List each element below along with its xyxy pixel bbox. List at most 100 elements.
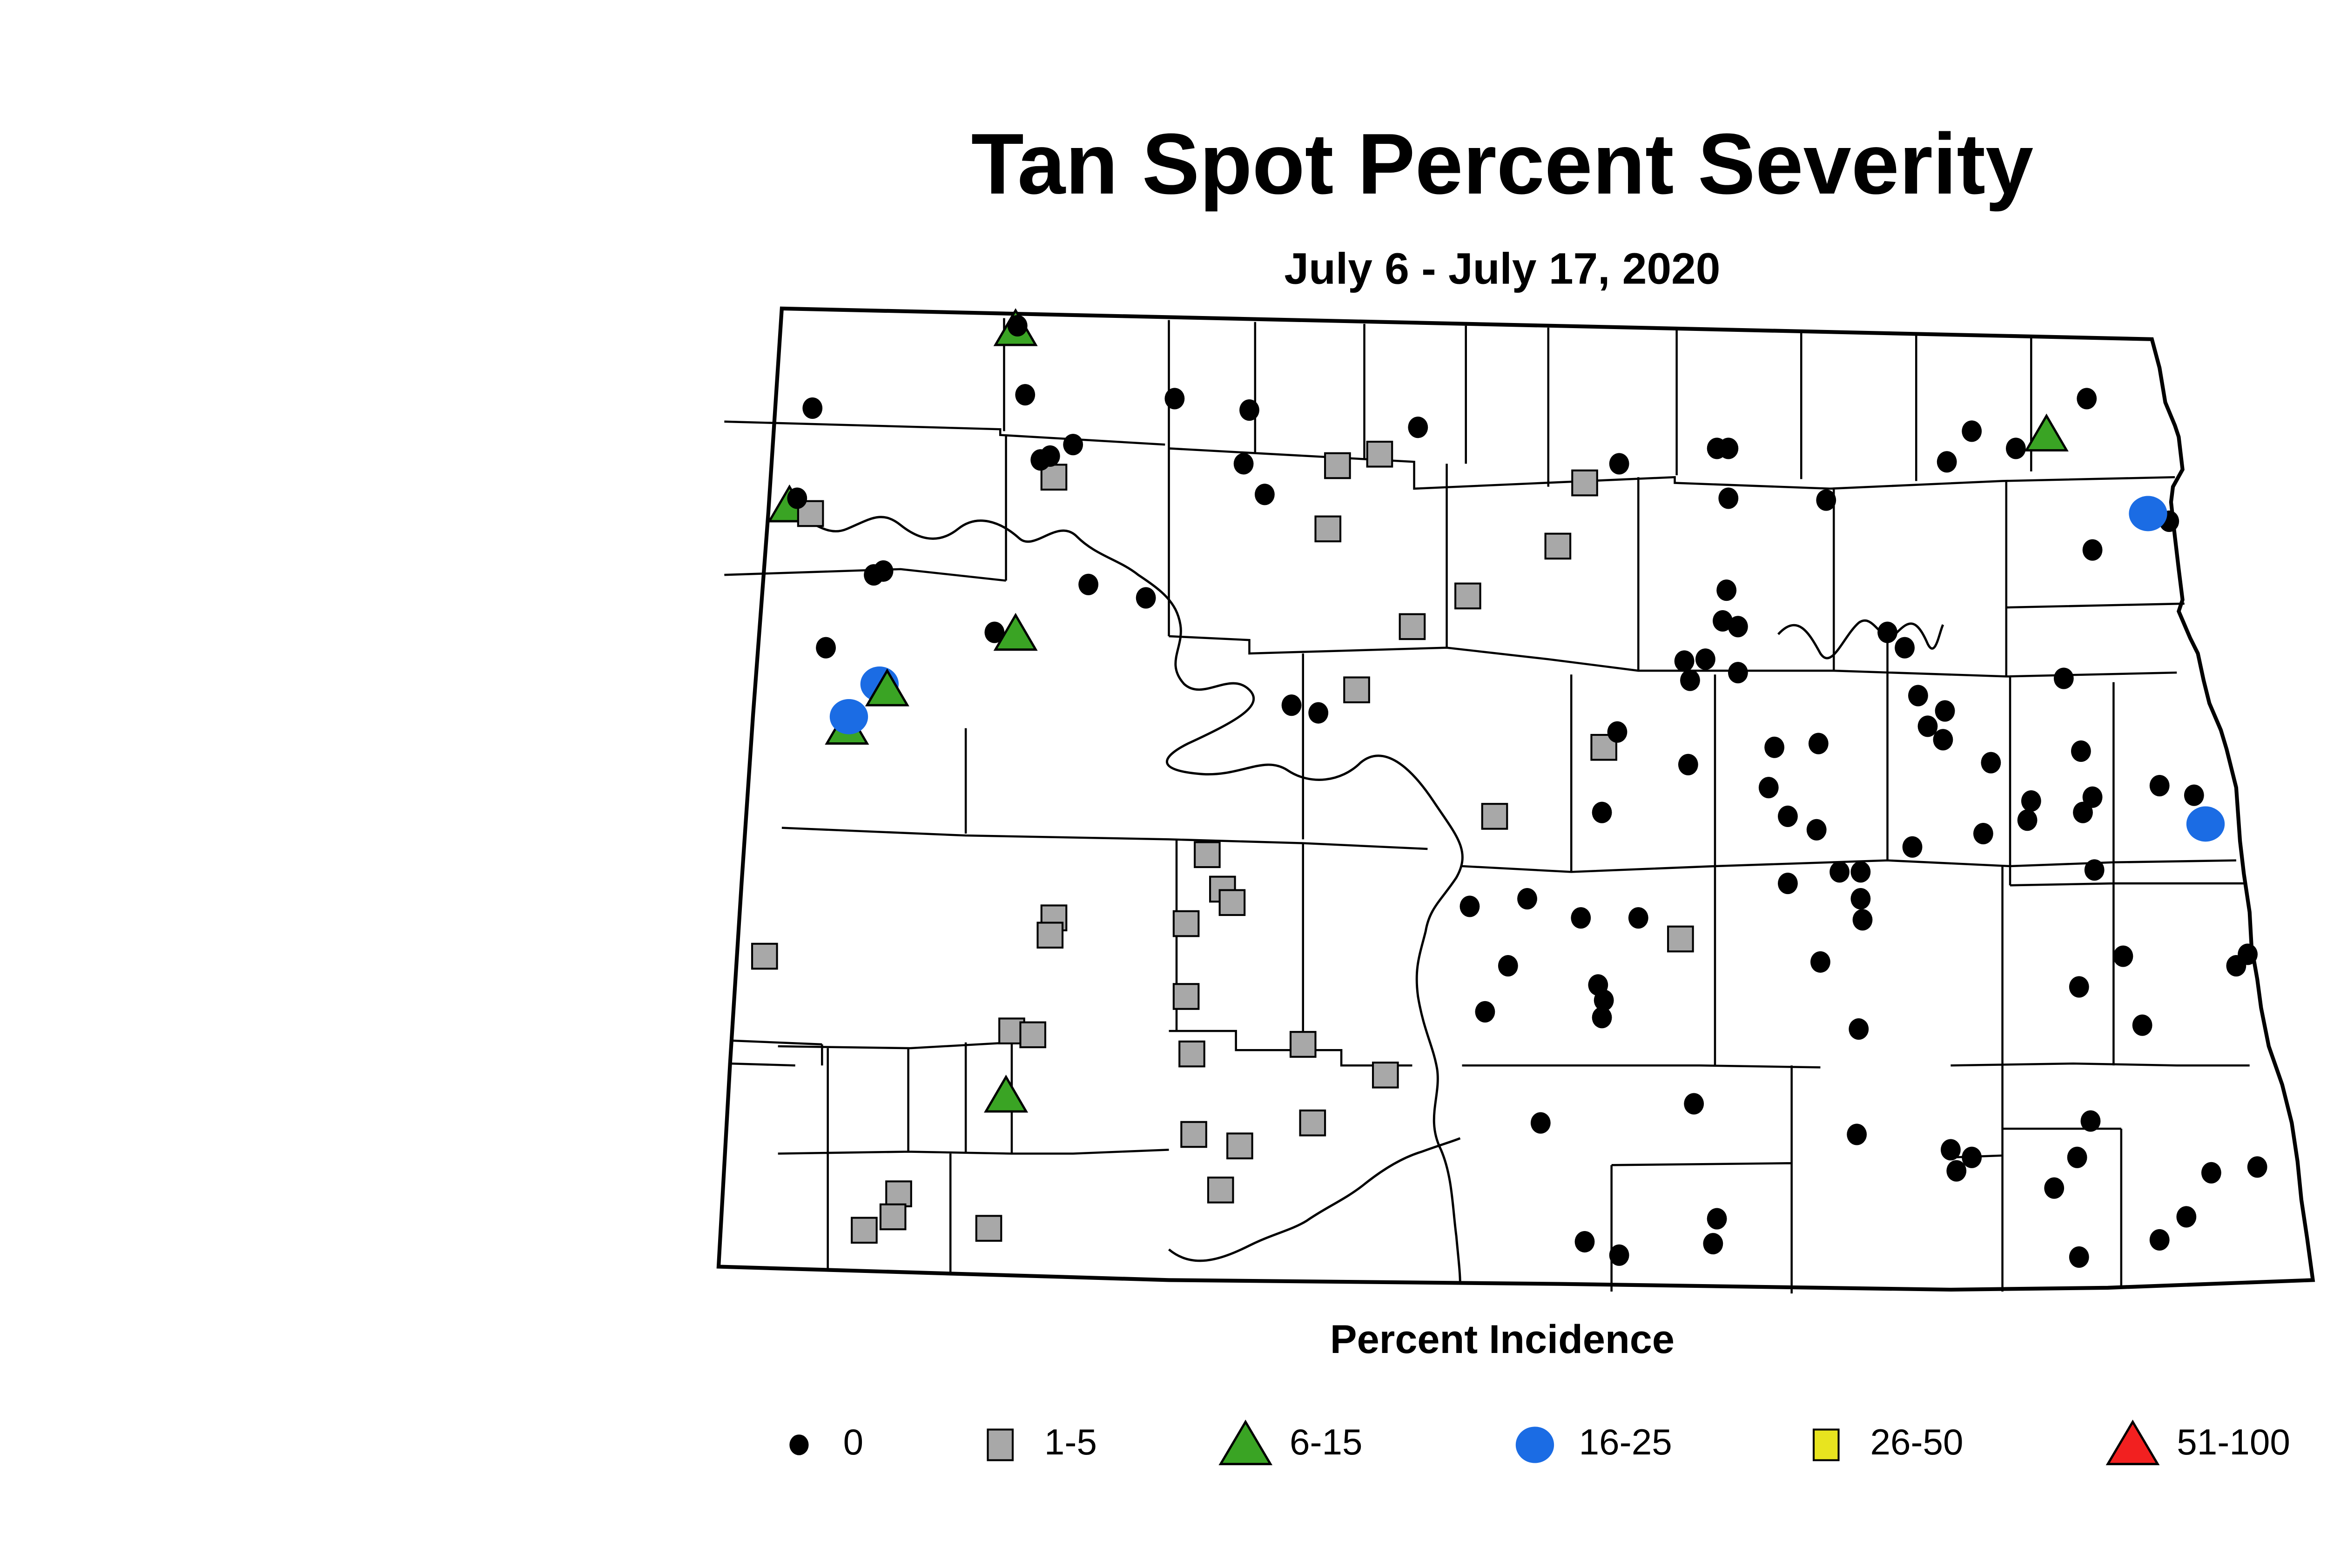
marker-square-1-5 <box>1667 925 1694 953</box>
legend-label: 0 <box>843 1424 864 1464</box>
marker-dot-0 <box>1902 836 1923 858</box>
marker-dot-0 <box>1281 694 1302 716</box>
marker-dot-0 <box>2073 801 2093 823</box>
marker-dot-0 <box>1571 907 1591 929</box>
marker-dot-0 <box>816 637 836 659</box>
legend-label: 26-50 <box>1870 1424 1964 1464</box>
marker-dot-0 <box>802 397 823 419</box>
marker-dot-0 <box>1829 861 1850 883</box>
marker-dot-0 <box>1728 662 1748 684</box>
square-legend-icon <box>1812 1428 1840 1461</box>
marker-dot-0 <box>1628 907 1648 929</box>
marker-triangle-6-15 <box>993 612 1038 651</box>
marker-square-1-5 <box>1481 803 1508 830</box>
marker-square-1-5 <box>1036 922 1064 949</box>
marker-dot-0 <box>1849 1018 1869 1040</box>
legend-item-16-25: 16-25 <box>1506 1418 1672 1472</box>
marker-square-1-5 <box>1324 452 1351 479</box>
marker-dot-0 <box>2082 539 2103 561</box>
marker-dot-0 <box>1764 736 1785 758</box>
marker-dot-0 <box>1408 417 1428 438</box>
state-outline <box>716 306 2315 1292</box>
marker-dot-0 <box>1847 1124 1867 1145</box>
marker-square-1-5 <box>1289 1031 1317 1058</box>
legend-label: 51-100 <box>2177 1424 2290 1464</box>
date-range-subtitle: July 6 - July 17, 2020 <box>1284 243 1721 293</box>
data-markers <box>751 308 2267 1268</box>
marker-dot-0 <box>1684 1093 1704 1115</box>
circle-icon <box>1515 1427 1554 1463</box>
marker-dot-0 <box>2077 388 2097 410</box>
marker-dot-0 <box>1718 487 1739 509</box>
marker-square-1-5 <box>1207 1177 1234 1204</box>
marker-dot-0 <box>1078 573 1099 595</box>
marker-triangle-6-15 <box>865 668 909 707</box>
marker-square-1-5 <box>1343 676 1370 704</box>
marker-square-1-5 <box>1454 582 1481 610</box>
legend-title: Percent Incidence <box>1330 1318 1675 1363</box>
legend-item-6-15: 6-15 <box>1217 1418 1363 1472</box>
marker-dot-0 <box>1716 579 1737 601</box>
marker-dot-0 <box>1592 801 1612 823</box>
marker-dot-0 <box>2226 955 2246 977</box>
marker-dot-0 <box>2176 1206 2197 1228</box>
marker-square-1-5 <box>975 1215 1002 1242</box>
marker-circle-16-25 <box>829 699 868 734</box>
legend-label: 16-25 <box>1579 1424 1672 1464</box>
marker-dot-0 <box>1063 434 1083 456</box>
marker-square-1-5 <box>1218 889 1246 916</box>
marker-dot-0 <box>1973 822 1993 845</box>
marker-dot-0 <box>1007 315 1028 336</box>
marker-dot-0 <box>1852 909 1873 931</box>
marker-square-1-5 <box>1226 1132 1253 1159</box>
marker-dot-0 <box>1695 648 1715 670</box>
marker-dot-0 <box>1530 1112 1551 1134</box>
marker-dot-0 <box>2149 775 2170 797</box>
marker-dot-0 <box>1574 1231 1595 1253</box>
marker-dot-0 <box>1498 955 1518 977</box>
marker-dot-0 <box>1680 669 1700 691</box>
marker-dot-0 <box>1594 989 1614 1011</box>
marker-dot-0 <box>2247 1156 2267 1178</box>
marker-dot-0 <box>1933 729 1953 751</box>
marker-dot-0 <box>2080 1110 2101 1132</box>
marker-dot-0 <box>1917 715 1938 737</box>
marker-dot-0 <box>2067 1146 2087 1168</box>
legend-label: 1-5 <box>1044 1424 1097 1464</box>
dot-legend-icon <box>789 1434 809 1455</box>
marker-dot-0 <box>2017 809 2038 831</box>
marker-dot-0 <box>1981 752 2001 774</box>
marker-dot-0 <box>2082 786 2103 808</box>
marker-triangle-6-15 <box>2024 413 2069 452</box>
marker-dot-0 <box>1609 453 1629 475</box>
marker-dot-0 <box>1239 399 1259 421</box>
triangle-icon <box>2105 1420 2160 1466</box>
marker-dot-0 <box>2071 740 2091 762</box>
marker-dot-0 <box>1937 451 1957 473</box>
legend-item-26-50: 26-50 <box>1797 1418 1964 1472</box>
marker-dot-0 <box>2132 1014 2152 1036</box>
marker-dot-0 <box>1935 700 1955 722</box>
marker-dot-0 <box>1778 805 1798 828</box>
marker-dot-0 <box>2053 667 2074 689</box>
marker-dot-0 <box>1255 484 1275 505</box>
legend-label: 6-15 <box>1289 1424 1363 1464</box>
page-title: Tan Spot Percent Severity <box>971 115 2034 213</box>
marker-dot-0 <box>1808 733 1829 754</box>
river-lines <box>775 515 1944 1284</box>
marker-square-1-5 <box>1194 841 1221 868</box>
marker-dot-0 <box>2201 1162 2221 1184</box>
marker-dot-0 <box>1475 1001 1495 1023</box>
marker-dot-0 <box>1703 1233 1723 1255</box>
marker-dot-0 <box>1674 650 1695 672</box>
marker-square-1-5 <box>1172 983 1200 1010</box>
square-icon <box>1812 1428 1840 1461</box>
marker-dot-0 <box>1941 1139 1961 1161</box>
marker-square-1-5 <box>851 1217 878 1244</box>
marker-dot-0 <box>1877 621 1897 643</box>
marker-circle-16-25 <box>2129 496 2167 532</box>
square-legend-icon <box>987 1428 1014 1461</box>
marker-dot-0 <box>1778 873 1798 895</box>
